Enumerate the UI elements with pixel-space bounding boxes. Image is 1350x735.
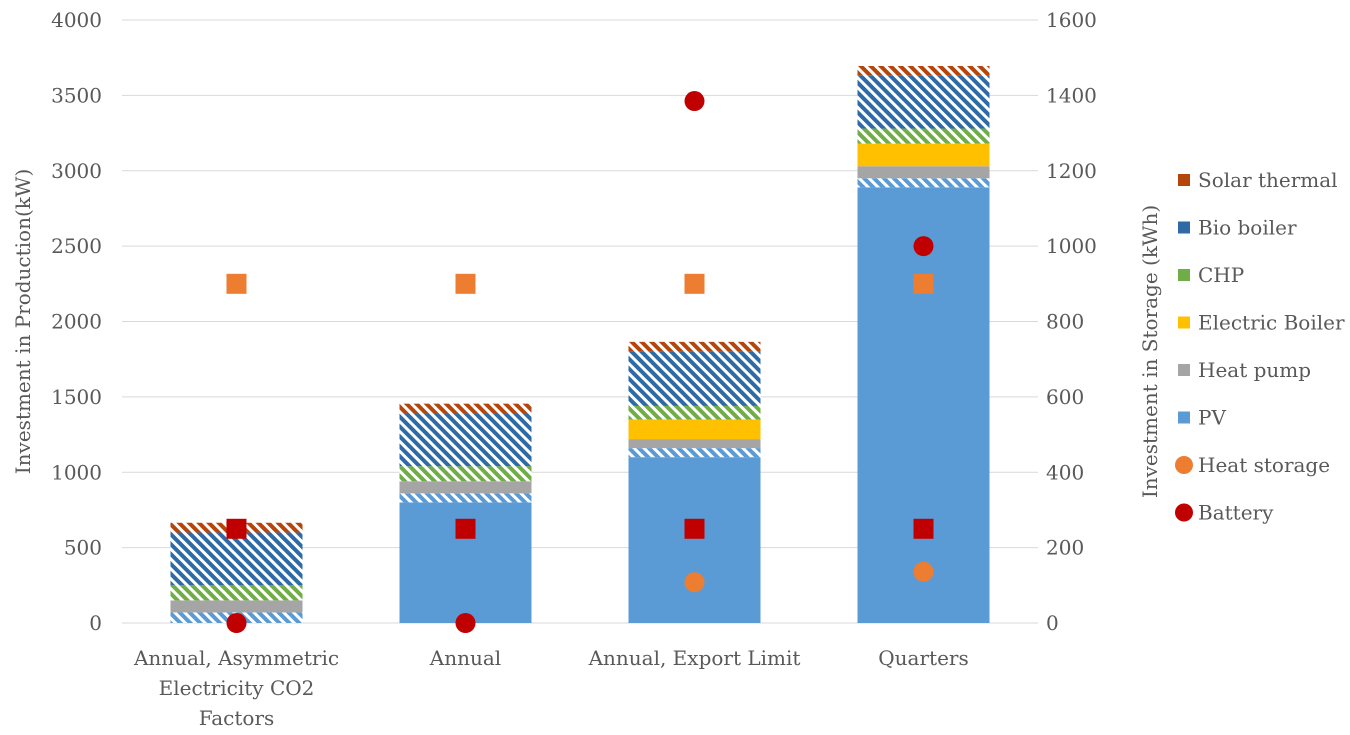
legend-item-battery: Battery bbox=[1175, 501, 1274, 525]
legend-label: Heat pump bbox=[1198, 358, 1311, 382]
y2-tick-label: 1600 bbox=[1046, 8, 1097, 32]
bar-segment-bio-boiler bbox=[628, 351, 761, 406]
bar-segment-chp bbox=[857, 128, 990, 144]
bar-segment-chp bbox=[170, 585, 303, 601]
y-tick-label: 3500 bbox=[51, 83, 102, 107]
marker-square bbox=[226, 273, 247, 294]
y-tick-label: 1000 bbox=[51, 460, 102, 484]
left-axis-ticks: 0 500 1000 1500 2000 2500 3000 3500 4000 bbox=[51, 8, 102, 635]
bar-segment-solar-thermal bbox=[628, 341, 761, 352]
legend-swatch bbox=[1178, 221, 1190, 234]
y-tick-label: 0 bbox=[89, 611, 102, 635]
y-tick-label: 2500 bbox=[51, 234, 102, 258]
marker-square bbox=[455, 518, 476, 539]
bar-segment-heat-pump bbox=[857, 166, 990, 179]
right-axis-title: Investment in Storage (kWh) bbox=[1138, 205, 1162, 498]
marker-square bbox=[684, 518, 705, 539]
y-tick-label: 2000 bbox=[51, 310, 102, 334]
marker-square bbox=[913, 518, 934, 539]
legend-label: Solar thermal bbox=[1198, 168, 1338, 192]
y-tick-label: 3000 bbox=[51, 159, 102, 183]
legend-swatch bbox=[1175, 456, 1193, 474]
bar-segment-pv bbox=[857, 178, 990, 188]
legend-swatch bbox=[1175, 503, 1193, 522]
category-labels: Annual, Asymmetric Electricity CO2 Factors… bbox=[133, 646, 969, 730]
marker-battery bbox=[913, 236, 934, 257]
category-label: Electricity CO2 bbox=[159, 676, 315, 700]
y2-tick-label: 200 bbox=[1046, 536, 1084, 560]
legend-swatch bbox=[1178, 174, 1190, 186]
bar-segment-pv bbox=[628, 457, 761, 623]
legend-label: Bio boiler bbox=[1198, 216, 1297, 240]
bar-segment-pv bbox=[857, 187, 990, 623]
bar-segment-bio-boiler bbox=[170, 532, 303, 586]
legend-swatch bbox=[1178, 269, 1190, 281]
legend-item-heat-storage: Heat storage bbox=[1175, 453, 1330, 477]
legend-swatch bbox=[1178, 411, 1190, 424]
y2-tick-label: 1400 bbox=[1046, 83, 1097, 107]
y-tick-label: 4000 bbox=[51, 8, 102, 32]
category-label: Quarters bbox=[878, 646, 968, 670]
y2-tick-label: 0 bbox=[1046, 611, 1059, 635]
y2-tick-label: 800 bbox=[1046, 310, 1084, 334]
bar-segment-bio-boiler bbox=[399, 413, 532, 467]
bar-segment-chp bbox=[628, 405, 761, 420]
legend-item-chp: CHP bbox=[1178, 263, 1244, 287]
bar-segment-heat-pump bbox=[170, 600, 303, 613]
category-label: Annual, Export Limit bbox=[588, 646, 801, 670]
bar-segment-electric-boiler bbox=[857, 143, 990, 167]
legend-item-electric-boiler: Electric Boiler bbox=[1178, 311, 1345, 335]
bar-segment-pv bbox=[628, 448, 761, 458]
legend-label: CHP bbox=[1198, 263, 1244, 287]
bar-segment-solar-thermal bbox=[399, 403, 532, 414]
legend-item-pv: PV bbox=[1178, 406, 1226, 430]
marker-battery bbox=[226, 613, 247, 633]
bar-segment-heat-pump bbox=[399, 481, 532, 494]
markers bbox=[226, 91, 934, 633]
marker-battery bbox=[455, 613, 476, 633]
category-label: Annual, Asymmetric bbox=[133, 646, 339, 670]
marker-square bbox=[226, 518, 247, 539]
y2-tick-label: 1200 bbox=[1046, 159, 1097, 183]
bar-segment-pv bbox=[399, 493, 532, 503]
stacked-bars bbox=[170, 65, 990, 623]
legend: Solar thermal Bio boiler CHP Electric Boile… bbox=[1175, 168, 1345, 525]
legend-label: PV bbox=[1198, 406, 1226, 430]
bar-segment-bio-boiler bbox=[857, 75, 990, 129]
marker-heat-storage bbox=[913, 561, 934, 582]
bar-segment-solar-thermal bbox=[857, 65, 990, 76]
y2-tick-label: 1000 bbox=[1046, 234, 1097, 258]
legend-swatch bbox=[1178, 364, 1190, 376]
y-tick-label: 1500 bbox=[51, 385, 102, 409]
legend-swatch bbox=[1178, 316, 1190, 329]
legend-label: Battery bbox=[1198, 501, 1274, 525]
bar-segment-heat-pump bbox=[628, 439, 761, 449]
y2-tick-label: 400 bbox=[1046, 460, 1084, 484]
category-label: Annual bbox=[429, 646, 501, 670]
legend-item-solar-thermal: Solar thermal bbox=[1178, 168, 1338, 192]
legend-item-bio-boiler: Bio boiler bbox=[1178, 216, 1297, 240]
legend-item-heat-pump: Heat pump bbox=[1178, 358, 1311, 382]
marker-square bbox=[913, 273, 934, 294]
right-axis-ticks: 0 200 400 600 800 1000 1200 1400 1600 bbox=[1046, 8, 1097, 635]
legend-label: Heat storage bbox=[1198, 453, 1330, 477]
legend-label: Electric Boiler bbox=[1198, 311, 1345, 335]
category-label: Factors bbox=[199, 706, 275, 730]
bar-segment-chp bbox=[399, 466, 532, 482]
left-axis-title: Investment in Production(kW) bbox=[11, 169, 35, 475]
y2-tick-label: 600 bbox=[1046, 385, 1084, 409]
marker-square bbox=[455, 273, 476, 294]
marker-heat-storage bbox=[684, 572, 705, 593]
marker-square bbox=[684, 273, 705, 294]
marker-battery bbox=[684, 91, 705, 112]
bar-segment-electric-boiler bbox=[628, 419, 761, 440]
y-tick-label: 500 bbox=[64, 536, 102, 560]
